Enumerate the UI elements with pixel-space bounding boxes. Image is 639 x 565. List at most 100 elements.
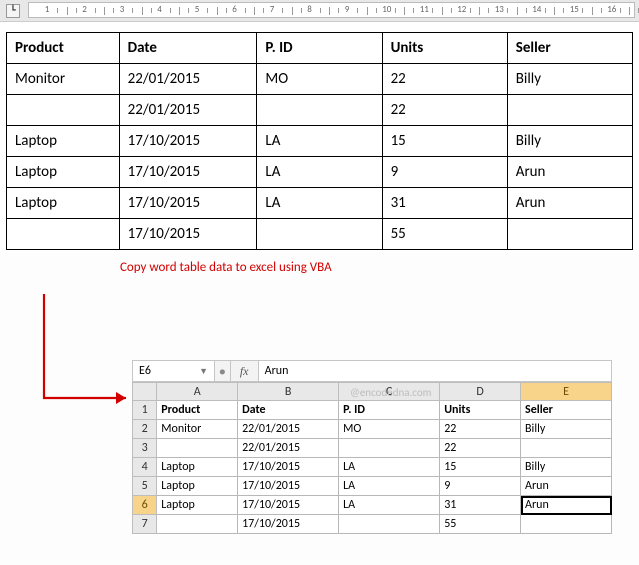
- excel-row: 6Laptop17/10/2015LA31Arun: [133, 496, 612, 515]
- word-table-row: Monitor22/01/2015MO22Billy: [7, 64, 633, 95]
- excel-cell[interactable]: 22/01/2015: [238, 420, 339, 439]
- formula-input[interactable]: Arun: [259, 361, 611, 381]
- word-table-cell[interactable]: 55: [382, 219, 507, 250]
- fx-bullet-icon[interactable]: ●: [219, 365, 226, 378]
- word-table-cell[interactable]: 15: [382, 126, 507, 157]
- excel-cell[interactable]: Billy: [521, 458, 612, 477]
- excel-cell[interactable]: 55: [440, 515, 521, 534]
- excel-cell[interactable]: Arun: [521, 477, 612, 496]
- excel-cell[interactable]: Arun: [521, 496, 612, 515]
- word-table-cell[interactable]: [7, 219, 120, 250]
- word-table-cell[interactable]: Laptop: [7, 126, 120, 157]
- caption-text: Copy word table data to excel using VBA: [120, 260, 639, 275]
- ruler-track[interactable]: 12345678910111213141516: [28, 2, 635, 18]
- excel-cell[interactable]: 17/10/2015: [238, 477, 339, 496]
- excel-cell[interactable]: 17/10/2015: [238, 496, 339, 515]
- excel-cell[interactable]: 22/01/2015: [238, 439, 339, 458]
- word-table-cell[interactable]: 22: [382, 95, 507, 126]
- excel-cell[interactable]: 9: [440, 477, 521, 496]
- excel-cell[interactable]: Product: [157, 401, 238, 420]
- excel-formula-bar: E6 ▼ ● fx Arun: [132, 360, 612, 382]
- word-table-cell[interactable]: [257, 219, 382, 250]
- word-table-cell[interactable]: [507, 219, 632, 250]
- excel-row-header[interactable]: 3: [133, 439, 157, 458]
- word-table-cell[interactable]: Billy: [507, 126, 632, 157]
- word-table-cell[interactable]: 9: [382, 157, 507, 188]
- ruler-number: 4: [157, 4, 162, 15]
- tab-selector[interactable]: ┗: [6, 4, 20, 18]
- excel-cell[interactable]: Laptop: [157, 458, 238, 477]
- ruler-number: 6: [232, 4, 237, 15]
- excel-cell[interactable]: 17/10/2015: [238, 515, 339, 534]
- word-table-cell[interactable]: 22: [382, 64, 507, 95]
- excel-cell[interactable]: 31: [440, 496, 521, 515]
- word-table-cell[interactable]: [7, 95, 120, 126]
- excel-row-header[interactable]: 2: [133, 420, 157, 439]
- colhdr-a[interactable]: A: [157, 383, 238, 401]
- excel-namebox[interactable]: E6 ▼: [133, 361, 215, 381]
- excel-cell[interactable]: [521, 515, 612, 534]
- word-ruler: ┗ 12345678910111213141516: [0, 0, 639, 22]
- ruler-number: 7: [270, 4, 275, 15]
- excel-cell[interactable]: Units: [440, 401, 521, 420]
- excel-cell[interactable]: LA: [339, 477, 440, 496]
- excel-cell[interactable]: Laptop: [157, 477, 238, 496]
- excel-cell[interactable]: Date: [238, 401, 339, 420]
- excel-cell[interactable]: Billy: [521, 420, 612, 439]
- word-table-cell[interactable]: 31: [382, 188, 507, 219]
- excel-row-header[interactable]: 6: [133, 496, 157, 515]
- excel-cell[interactable]: MO: [339, 420, 440, 439]
- word-table-cell[interactable]: [257, 95, 382, 126]
- word-table-cell[interactable]: Billy: [507, 64, 632, 95]
- excel-cell[interactable]: Laptop: [157, 496, 238, 515]
- excel-row-header[interactable]: 4: [133, 458, 157, 477]
- excel-cell[interactable]: 22: [440, 420, 521, 439]
- excel-cell[interactable]: LA: [339, 496, 440, 515]
- excel-row-header[interactable]: 7: [133, 515, 157, 534]
- word-table-cell[interactable]: 17/10/2015: [119, 157, 257, 188]
- excel-cell[interactable]: 22: [440, 439, 521, 458]
- excel-cell[interactable]: [157, 439, 238, 458]
- ruler-number: 14: [532, 4, 541, 15]
- colhdr-b[interactable]: B: [238, 383, 339, 401]
- word-table-cell[interactable]: MO: [257, 64, 382, 95]
- excel-cell[interactable]: Seller: [521, 401, 612, 420]
- ruler-number: 1: [45, 4, 50, 15]
- excel-cell[interactable]: LA: [339, 458, 440, 477]
- excel-cell[interactable]: [339, 439, 440, 458]
- colhdr-e[interactable]: E: [521, 383, 612, 401]
- excel-cell[interactable]: P. ID: [339, 401, 440, 420]
- colhdr-c[interactable]: C: [339, 383, 440, 401]
- excel-row-header[interactable]: 1: [133, 401, 157, 420]
- word-table-cell[interactable]: Laptop: [7, 157, 120, 188]
- word-table-cell[interactable]: 17/10/2015: [119, 126, 257, 157]
- word-table-cell[interactable]: Monitor: [7, 64, 120, 95]
- excel-cell[interactable]: 17/10/2015: [238, 458, 339, 477]
- excel-row: 7 17/10/2015 55: [133, 515, 612, 534]
- word-table-cell[interactable]: 17/10/2015: [119, 219, 257, 250]
- word-table-cell[interactable]: Arun: [507, 157, 632, 188]
- word-table-cell[interactable]: Laptop: [7, 188, 120, 219]
- word-table-cell[interactable]: LA: [257, 126, 382, 157]
- ruler-number: 12: [457, 4, 466, 15]
- excel-cell[interactable]: [521, 439, 612, 458]
- ruler-number: 13: [495, 4, 504, 15]
- colhdr-d[interactable]: D: [440, 383, 521, 401]
- word-table-cell[interactable]: 22/01/2015: [119, 64, 257, 95]
- word-table-cell[interactable]: LA: [257, 157, 382, 188]
- word-table-cell[interactable]: LA: [257, 188, 382, 219]
- excel-cell[interactable]: [339, 515, 440, 534]
- excel-row-header[interactable]: 5: [133, 477, 157, 496]
- select-all-corner[interactable]: [133, 383, 157, 401]
- word-table-cell[interactable]: 17/10/2015: [119, 188, 257, 219]
- word-table-cell[interactable]: [507, 95, 632, 126]
- word-table-row: Laptop17/10/2015LA31Arun: [7, 188, 633, 219]
- word-table-header-row: Product Date P. ID Units Seller: [7, 33, 633, 64]
- word-table-cell[interactable]: Arun: [507, 188, 632, 219]
- fx-label[interactable]: fx: [231, 361, 259, 381]
- excel-grid[interactable]: A B C D E 1ProductDateP. IDUnitsSeller2M…: [132, 382, 612, 534]
- excel-cell[interactable]: Monitor: [157, 420, 238, 439]
- excel-cell[interactable]: [157, 515, 238, 534]
- excel-cell[interactable]: 15: [440, 458, 521, 477]
- word-table-cell[interactable]: 22/01/2015: [119, 95, 257, 126]
